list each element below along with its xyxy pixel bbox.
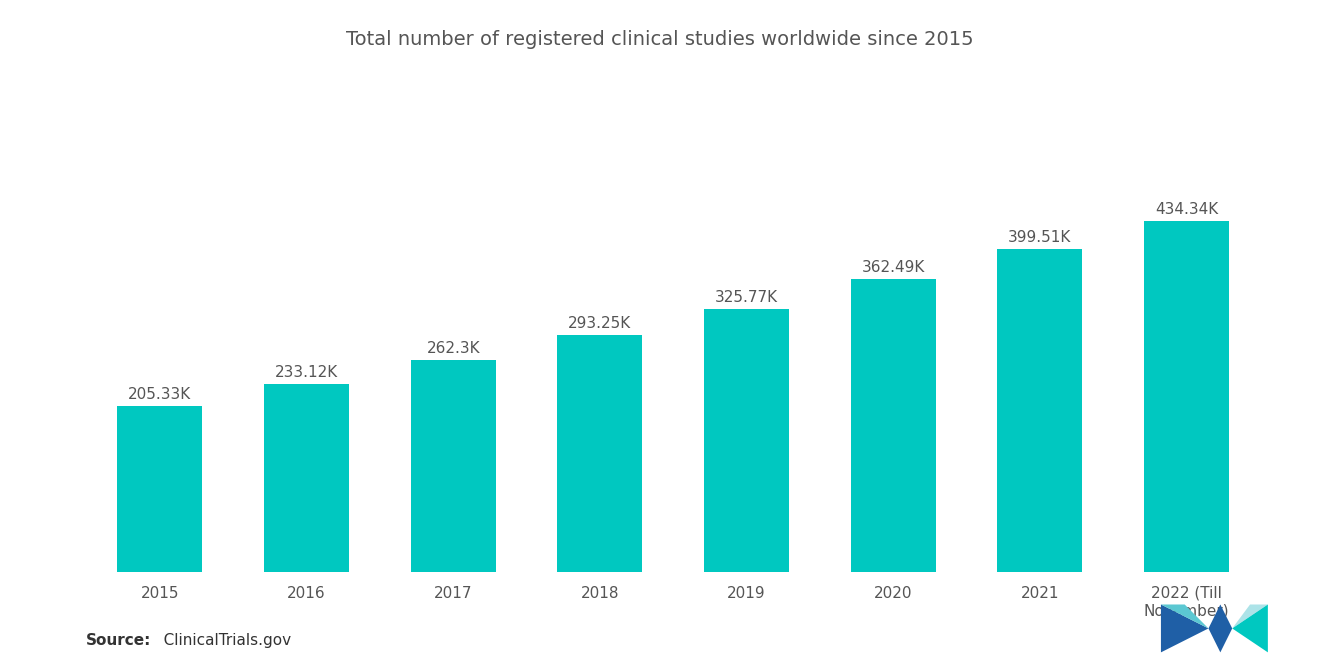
Polygon shape <box>1233 604 1267 628</box>
Text: 233.12K: 233.12K <box>275 364 338 380</box>
Text: 399.51K: 399.51K <box>1008 230 1072 245</box>
Text: 293.25K: 293.25K <box>568 316 631 331</box>
Bar <box>704 309 789 572</box>
Bar <box>117 406 202 572</box>
Text: 325.77K: 325.77K <box>715 290 777 305</box>
Text: 262.3K: 262.3K <box>426 341 480 356</box>
Polygon shape <box>1209 604 1233 652</box>
Bar <box>264 384 348 572</box>
Text: 362.49K: 362.49K <box>862 260 925 275</box>
Bar <box>557 335 643 572</box>
Polygon shape <box>1233 604 1267 652</box>
Polygon shape <box>1162 604 1209 652</box>
Text: 205.33K: 205.33K <box>128 387 191 402</box>
Text: Total number of registered clinical studies worldwide since 2015: Total number of registered clinical stud… <box>346 30 974 49</box>
Text: Source:: Source: <box>86 633 152 648</box>
Bar <box>998 249 1082 572</box>
Bar <box>411 360 496 572</box>
Text: ClinicalTrials.gov: ClinicalTrials.gov <box>149 633 292 648</box>
Text: 434.34K: 434.34K <box>1155 202 1218 217</box>
Polygon shape <box>1162 604 1209 628</box>
Bar <box>850 279 936 572</box>
Bar <box>1144 221 1229 572</box>
